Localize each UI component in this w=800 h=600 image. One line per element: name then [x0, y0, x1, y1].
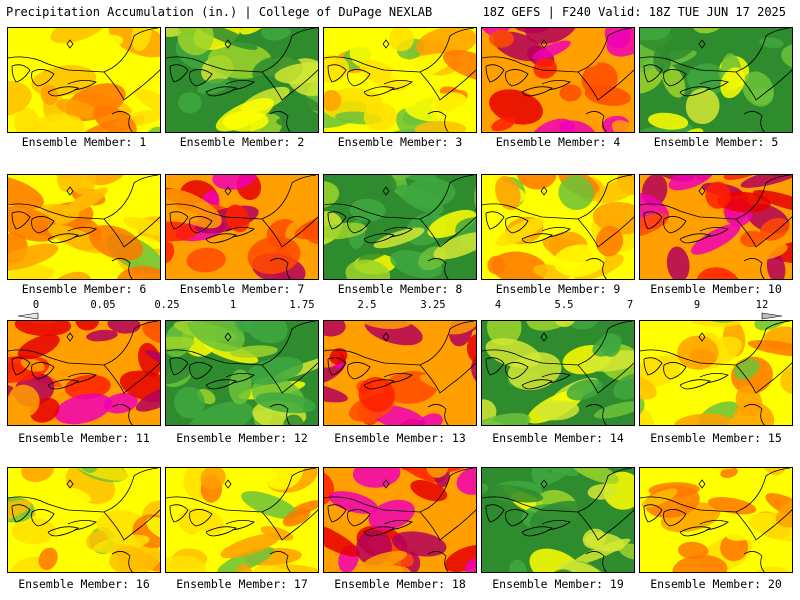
colorbar-tick-label: 0.25: [154, 299, 179, 311]
ensemble-member-label: Ensemble Member: 8: [337, 282, 463, 296]
ensemble-member-label: Ensemble Member: 16: [18, 577, 150, 591]
ensemble-member-label: Ensemble Member: 12: [176, 431, 308, 445]
header-run-info: 18Z GEFS | F240 Valid: 18Z TUE JUN 17 20…: [482, 5, 786, 19]
colorbar-tick-label: 9: [694, 299, 700, 311]
colorbar-tick-label: 2.5: [358, 299, 377, 311]
colorbar-max-arrow: [761, 312, 783, 320]
map-panel: [323, 174, 477, 280]
colorbar: 0 0.05 0.25 1 1.75 2.5 3.25 4 5.5 7 9 12: [17, 299, 783, 320]
map-panel: [7, 27, 161, 133]
map-panel: [165, 467, 319, 573]
map-panel: [165, 320, 319, 426]
colorbar-min-arrow: [17, 312, 39, 320]
ensemble-member-label: Ensemble Member: 1: [21, 135, 147, 149]
map-panel: [7, 174, 161, 280]
map-panel: [481, 174, 635, 280]
ensemble-member-label: Ensemble Member: 3: [337, 135, 463, 149]
map-panel: [323, 27, 477, 133]
ensemble-member-label: Ensemble Member: 5: [653, 135, 779, 149]
map-panel: [323, 320, 477, 426]
ensemble-member-label: Ensemble Member: 15: [650, 431, 782, 445]
colorbar-tick-label: 0.05: [90, 299, 115, 311]
ensemble-member-label: Ensemble Member: 7: [179, 282, 305, 296]
map-panel: [481, 467, 635, 573]
map-panel: [7, 320, 161, 426]
header-title: Precipitation Accumulation (in.) | Colle…: [6, 5, 433, 19]
colorbar-tick-label: 3.25: [420, 299, 445, 311]
colorbar-tick-label: 1.75: [289, 299, 314, 311]
ensemble-member-label: Ensemble Member: 4: [495, 135, 621, 149]
ensemble-member-label: Ensemble Member: 6: [21, 282, 147, 296]
ensemble-member-label: Ensemble Member: 13: [334, 431, 466, 445]
ensemble-member-label: Ensemble Member: 20: [650, 577, 782, 591]
colorbar-tick-label: 4: [495, 299, 501, 311]
colorbar-tick-label: 5.5: [555, 299, 574, 311]
map-panel: [639, 320, 793, 426]
colorbar-tick-label: 0: [33, 299, 39, 311]
ensemble-member-label: Ensemble Member: 2: [179, 135, 305, 149]
colorbar-tick-label: 1: [230, 299, 236, 311]
ensemble-member-label: Ensemble Member: 17: [176, 577, 308, 591]
colorbar-tick-label: 12: [756, 299, 769, 311]
ensemble-member-label: Ensemble Member: 11: [18, 431, 150, 445]
ensemble-member-label: Ensemble Member: 19: [492, 577, 624, 591]
map-panel: [481, 27, 635, 133]
ensemble-member-label: Ensemble Member: 9: [495, 282, 621, 296]
colorbar-tick-label: 7: [627, 299, 633, 311]
map-panel: [165, 27, 319, 133]
map-panel: [481, 320, 635, 426]
map-panel: [639, 174, 793, 280]
ensemble-member-label: Ensemble Member: 10: [650, 282, 782, 296]
map-panel: [323, 467, 477, 573]
ensemble-member-label: Ensemble Member: 14: [492, 431, 624, 445]
map-panel: [639, 467, 793, 573]
map-panel: [7, 467, 161, 573]
map-panel: [165, 174, 319, 280]
ensemble-member-label: Ensemble Member: 18: [334, 577, 466, 591]
map-panel: [639, 27, 793, 133]
